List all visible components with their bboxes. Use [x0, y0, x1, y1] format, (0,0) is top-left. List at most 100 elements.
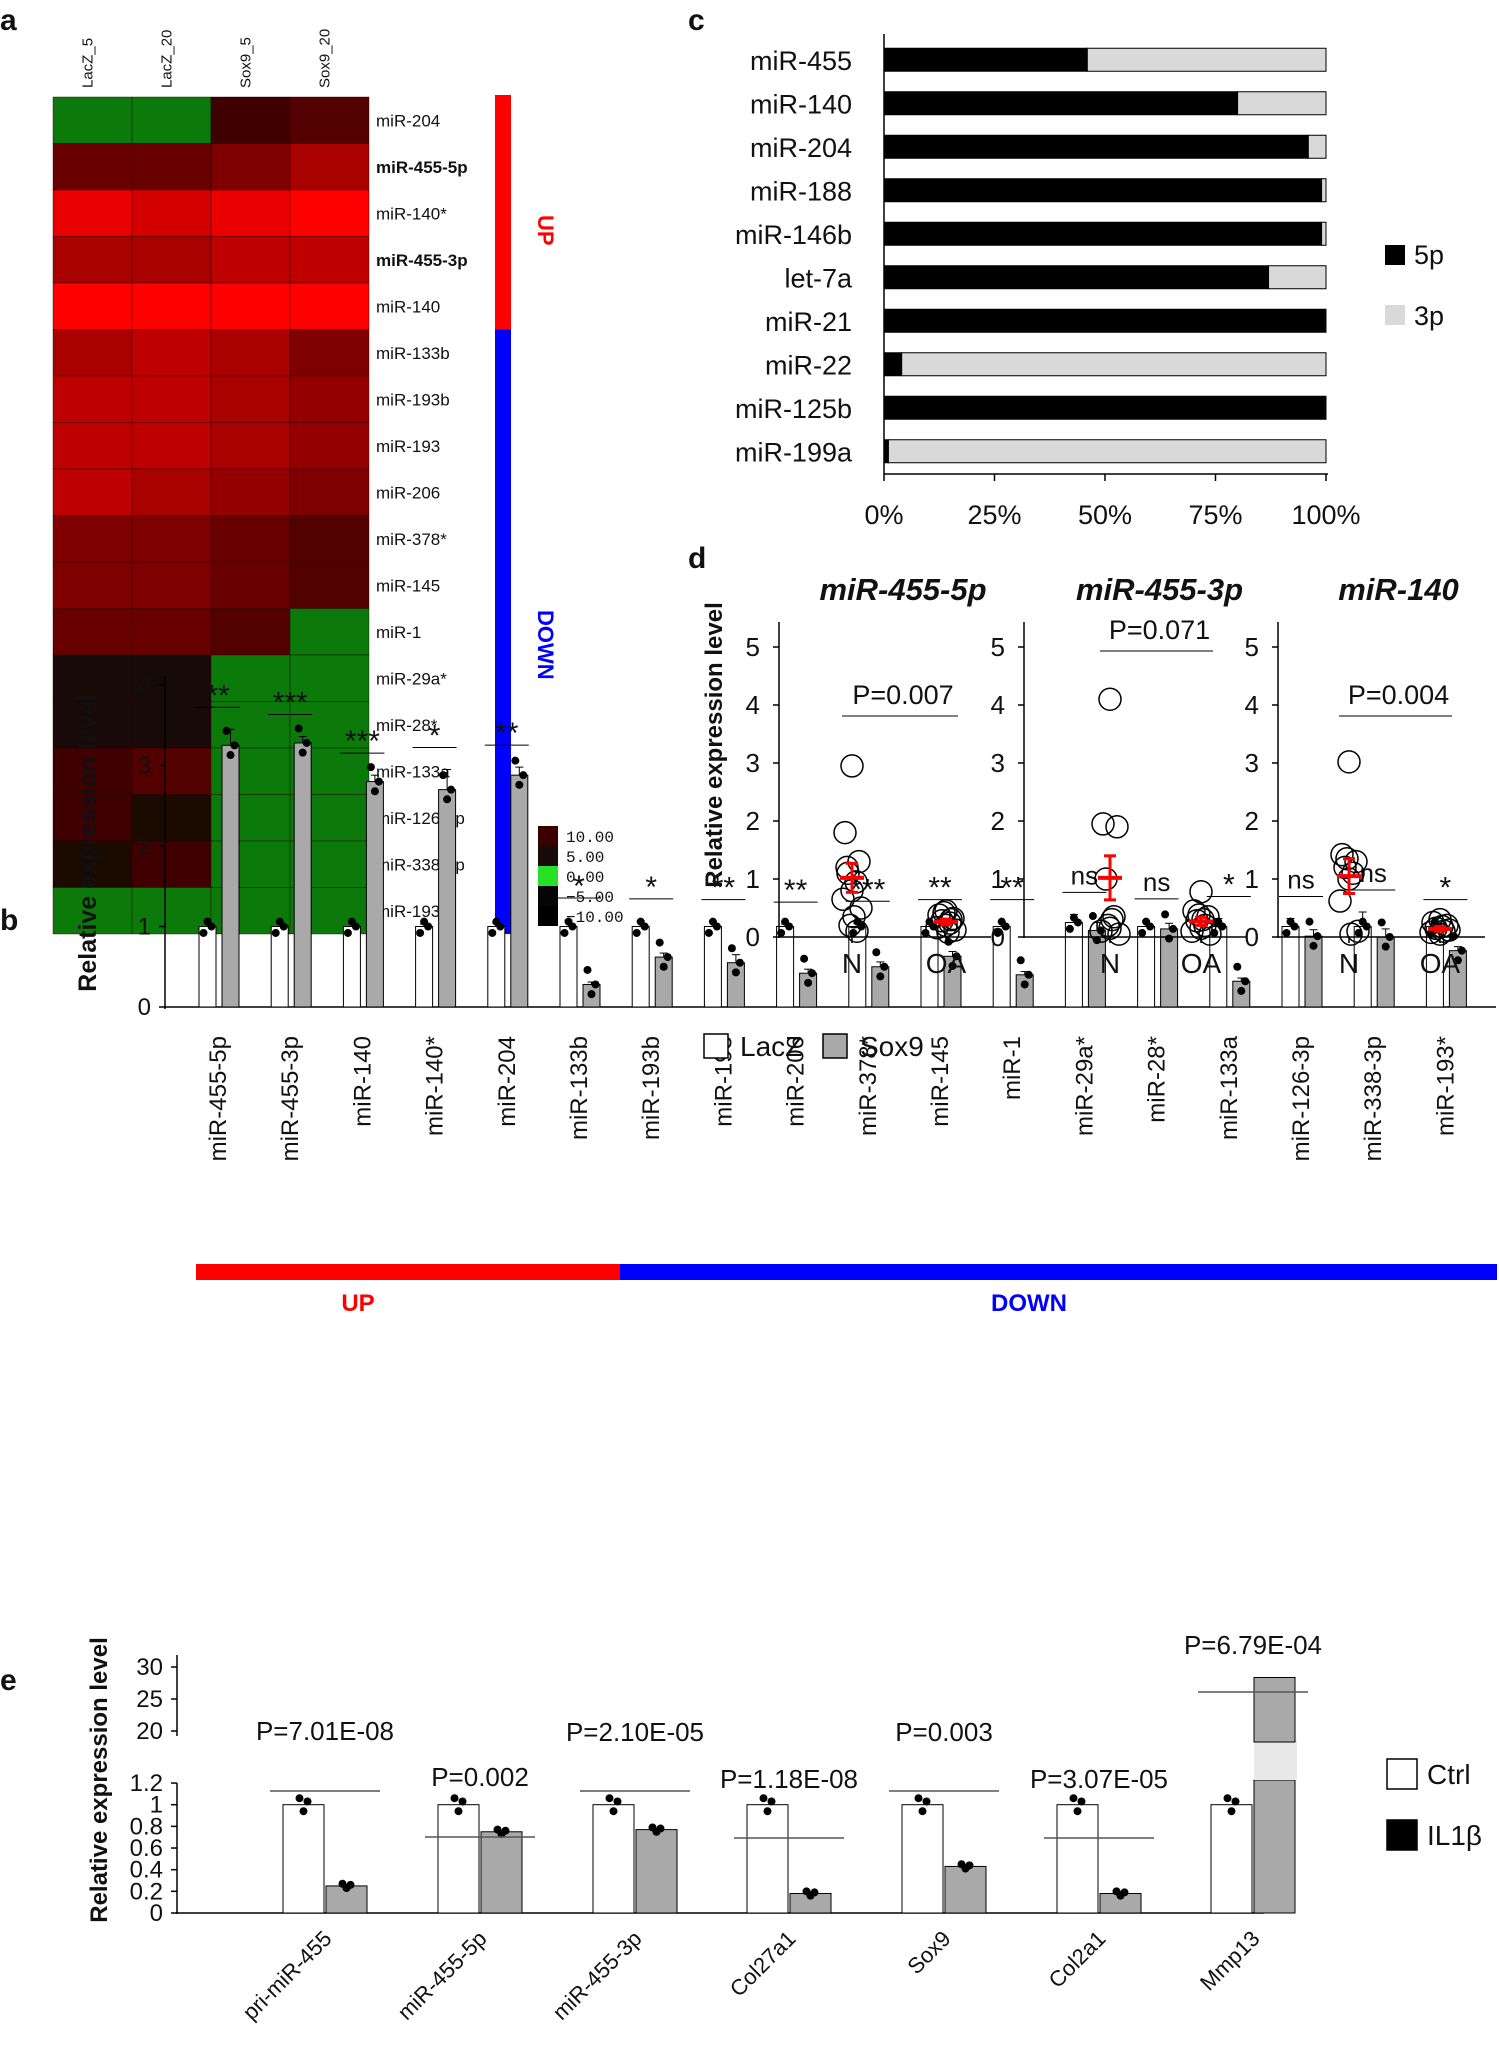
heatmap-cell	[210, 422, 291, 470]
data-point	[439, 771, 448, 780]
bar-5p	[883, 178, 1323, 203]
bar-il1b	[635, 1829, 678, 1914]
y-tick-label: 2	[138, 833, 151, 860]
x-group-label: N	[1339, 948, 1359, 979]
color-key-swatch	[538, 846, 558, 866]
panel-c-stacked-bar-chart: 0% 25% 50% 75% 100% miR-455 miR-140 miR-204 miR-…	[735, 34, 1444, 530]
data-point	[704, 928, 713, 937]
bar-lacz	[487, 926, 506, 1008]
x-category-label: Col2a1	[1044, 1926, 1111, 1993]
bar-sox9	[1015, 974, 1034, 1008]
heatmap-cell	[131, 887, 212, 935]
bar-lacz	[1281, 926, 1300, 1008]
data-point	[1223, 1794, 1232, 1803]
heatmap-up-label: UP	[533, 215, 558, 246]
x-category-label: miR-378*	[855, 1036, 882, 1136]
heatmap-cell	[289, 189, 370, 237]
data-point	[1073, 918, 1082, 927]
x-tick-label: 50%	[1078, 500, 1132, 530]
heatmap-cell	[52, 561, 133, 609]
legend-swatch-lacz	[703, 1033, 729, 1059]
data-point	[1091, 812, 1115, 836]
bar-lacz	[1064, 921, 1083, 1008]
data-point	[230, 741, 239, 750]
y-category-label: let-7a	[784, 263, 853, 293]
x-category-label: miR-140*	[422, 1036, 449, 1136]
data-point	[1073, 1807, 1082, 1816]
heatmap-cell	[289, 96, 370, 144]
p-value-label: P=6.79E-04	[1184, 1630, 1322, 1660]
bar-ctrl	[282, 1804, 325, 1914]
data-point	[1024, 970, 1033, 979]
heatmap-row-label: miR-378*	[376, 530, 447, 549]
subplot-title: miR-455-3p	[1076, 572, 1243, 607]
heatmap-cell	[210, 701, 291, 749]
significance-label: **	[1001, 872, 1025, 905]
data-point	[1430, 914, 1454, 939]
data-point	[727, 944, 736, 953]
data-point	[1339, 922, 1363, 946]
heatmap-cell	[289, 608, 370, 656]
data-point	[199, 928, 208, 937]
panel-label-a: a	[0, 4, 17, 37]
color-key-swatch	[538, 826, 558, 846]
heatmap-row-label: miR-455-3p	[376, 251, 468, 270]
data-point	[1328, 889, 1352, 913]
x-category-label: miR-145	[927, 1036, 954, 1127]
heatmap-cell	[210, 654, 291, 702]
heatmap-cell	[289, 468, 370, 516]
data-point	[880, 962, 889, 971]
color-key-swatch	[538, 866, 558, 886]
heatmap-row-label: miR-140	[376, 297, 440, 316]
bar-ctrl	[1056, 1804, 1099, 1914]
legend-label-ctrl: Ctrl	[1427, 1759, 1471, 1790]
data-point	[921, 928, 930, 937]
data-point	[845, 919, 869, 943]
heatmap-cell	[131, 515, 212, 563]
panel-d-scatter-plots: Relative expression level 0 1 2 3 4 5 N OA miR-45…	[701, 572, 1485, 979]
y-tick-label: 0	[150, 1900, 163, 1927]
data-point	[918, 1807, 927, 1816]
heatmap-cell	[131, 840, 212, 888]
data-point	[1016, 956, 1025, 965]
bar-lacz	[703, 926, 722, 1008]
bar-sox9	[510, 774, 529, 1008]
bar-il1b	[480, 1831, 523, 1914]
heatmap-cell	[52, 887, 133, 935]
data-point	[519, 771, 528, 780]
legend-swatch-5p	[1385, 245, 1405, 265]
x-category-label: miR-455-5p	[393, 1926, 492, 2025]
data-point	[1290, 922, 1299, 931]
x-category-label: miR-455-5p	[205, 1036, 232, 1161]
p-value-label: P=1.18E-08	[720, 1764, 858, 1794]
heatmap-cell	[131, 468, 212, 516]
data-point	[1354, 928, 1363, 937]
y-tick-label: 4	[991, 690, 1005, 720]
data-point	[840, 754, 864, 778]
legend-label-3p: 3p	[1414, 301, 1444, 331]
panel-e-bar-chart: 00.20.40.60.811.2 20 25 30 Relative expressi…	[86, 1630, 1482, 2025]
significance-label: ***	[345, 725, 380, 758]
heatmap-row-label: miR-193	[376, 437, 440, 456]
heatmap-cell	[131, 794, 212, 842]
y-category-label: miR-204	[750, 133, 852, 163]
bar-lacz	[776, 926, 795, 1008]
y-category-label: miR-455	[750, 46, 852, 76]
significance-label: *	[573, 870, 585, 903]
legend-label-il1b: IL1β	[1427, 1820, 1482, 1851]
heatmap-cell	[52, 701, 133, 749]
y-tick-label: 5	[1245, 632, 1259, 662]
data-point	[833, 820, 857, 845]
data-point	[810, 1888, 819, 1897]
data-point	[450, 1794, 459, 1803]
legend-swatch-sox9	[822, 1033, 848, 1059]
x-category-label: Col27a1	[725, 1926, 801, 2002]
bar-ctrl	[1210, 1804, 1253, 1914]
data-point	[271, 928, 280, 937]
significance-label: **	[206, 679, 230, 712]
data-point	[346, 1880, 355, 1889]
data-point	[1227, 1807, 1236, 1816]
heatmap-cell	[289, 515, 370, 563]
data-point	[922, 1797, 931, 1806]
heatmap-cell	[52, 329, 133, 377]
